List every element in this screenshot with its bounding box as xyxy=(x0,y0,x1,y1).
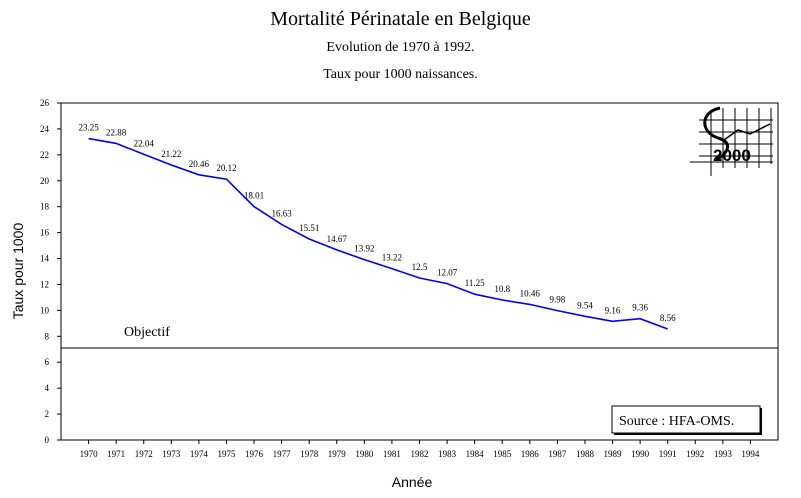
y-tick-label: 22 xyxy=(40,150,49,160)
y-tick-label: 6 xyxy=(45,357,50,367)
x-tick-label: 1984 xyxy=(466,449,485,459)
x-axis: 1970 1971 1972 1973 1974 1975 1976 1977 1978 1979… xyxy=(80,440,760,459)
x-tick-label: 1975 xyxy=(217,449,236,459)
x-tick-label: 1982 xyxy=(411,449,429,459)
y-tick-label: 18 xyxy=(40,202,50,212)
data-label: 18.01 xyxy=(244,191,264,201)
data-label: 9.54 xyxy=(577,300,593,310)
source-label: Source : HFA-OMS. xyxy=(619,414,734,429)
data-label: 11.25 xyxy=(465,278,485,288)
data-label: 20.12 xyxy=(216,163,236,173)
x-tick-label: 1991 xyxy=(659,449,677,459)
data-label: 8.56 xyxy=(660,313,676,323)
data-label: 23.25 xyxy=(78,123,99,133)
y-tick-label: 26 xyxy=(40,98,50,108)
x-tick-label: 1977 xyxy=(273,449,292,459)
logo-text: 2000 xyxy=(713,146,751,165)
data-label: 14.67 xyxy=(327,234,348,244)
y-tick-label: 4 xyxy=(45,383,50,393)
data-label: 9.36 xyxy=(632,303,648,313)
x-tick-label: 1987 xyxy=(548,449,567,459)
chart-subtitle-2: Taux pour 1000 naissances. xyxy=(323,67,478,82)
y-tick-label: 12 xyxy=(40,279,49,289)
x-tick-label: 1988 xyxy=(576,449,595,459)
logo: 2000 xyxy=(690,106,773,176)
x-tick-label: 1972 xyxy=(135,449,153,459)
x-tick-label: 1979 xyxy=(328,449,347,459)
data-label: 21.22 xyxy=(161,149,181,159)
data-label: 12.5 xyxy=(412,262,428,272)
x-tick-label: 1985 xyxy=(493,449,512,459)
x-tick-label: 1978 xyxy=(300,449,319,459)
x-tick-label: 1986 xyxy=(521,449,540,459)
data-label: 13.92 xyxy=(354,244,374,254)
chart-title: Mortalité Périnatale en Belgique xyxy=(270,8,531,30)
data-label: 9.98 xyxy=(550,295,566,305)
y-tick-label: 0 xyxy=(45,435,50,445)
data-label: 16.63 xyxy=(271,208,292,218)
y-tick-label: 2 xyxy=(45,409,50,419)
x-tick-label: 1983 xyxy=(438,449,457,459)
objective-label: Objectif xyxy=(124,325,170,340)
x-tick-label: 1993 xyxy=(714,449,733,459)
y-tick-label: 14 xyxy=(40,254,50,264)
x-tick-label: 1980 xyxy=(355,449,374,459)
data-label: 15.51 xyxy=(299,223,319,233)
x-tick-label: 1994 xyxy=(741,449,760,459)
y-tick-label: 10 xyxy=(40,305,50,315)
x-tick-label: 1973 xyxy=(162,449,181,459)
y-tick-label: 8 xyxy=(45,331,50,341)
x-tick-label: 1981 xyxy=(383,449,401,459)
x-tick-label: 1992 xyxy=(686,449,704,459)
x-tick-label: 1974 xyxy=(190,449,209,459)
source-box xyxy=(611,405,761,434)
y-tick-label: 24 xyxy=(40,124,50,134)
data-labels: 23.25 22.88 22.04 21.22 20.46 20.12 18.01 16.63… xyxy=(78,123,676,323)
data-label: 9.16 xyxy=(605,305,621,315)
x-axis-title: Année xyxy=(392,474,433,490)
data-label: 22.88 xyxy=(106,127,127,137)
data-label: 12.07 xyxy=(437,268,458,278)
chart-subtitle-1: Evolution de 1970 à 1992. xyxy=(326,40,475,55)
x-tick-label: 1989 xyxy=(604,449,623,459)
data-label: 10.8 xyxy=(494,284,510,294)
y-axis-title: Taux pour 1000 xyxy=(10,223,26,320)
y-tick-label: 16 xyxy=(40,228,50,238)
data-label: 13.22 xyxy=(382,253,402,263)
y-tick-label: 20 xyxy=(40,176,50,186)
series-line xyxy=(88,137,668,330)
data-label: 20.46 xyxy=(189,159,210,169)
data-label: 22.04 xyxy=(134,138,155,148)
x-tick-label: 1990 xyxy=(631,449,650,459)
x-tick-label: 1971 xyxy=(107,449,125,459)
data-label: 10.46 xyxy=(520,288,541,298)
x-tick-label: 1976 xyxy=(245,449,264,459)
x-tick-label: 1970 xyxy=(80,449,99,459)
